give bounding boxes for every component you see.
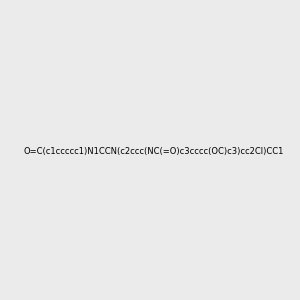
Text: O=C(c1ccccc1)N1CCN(c2ccc(NC(=O)c3cccc(OC)c3)cc2Cl)CC1: O=C(c1ccccc1)N1CCN(c2ccc(NC(=O)c3cccc(OC… xyxy=(24,147,284,156)
